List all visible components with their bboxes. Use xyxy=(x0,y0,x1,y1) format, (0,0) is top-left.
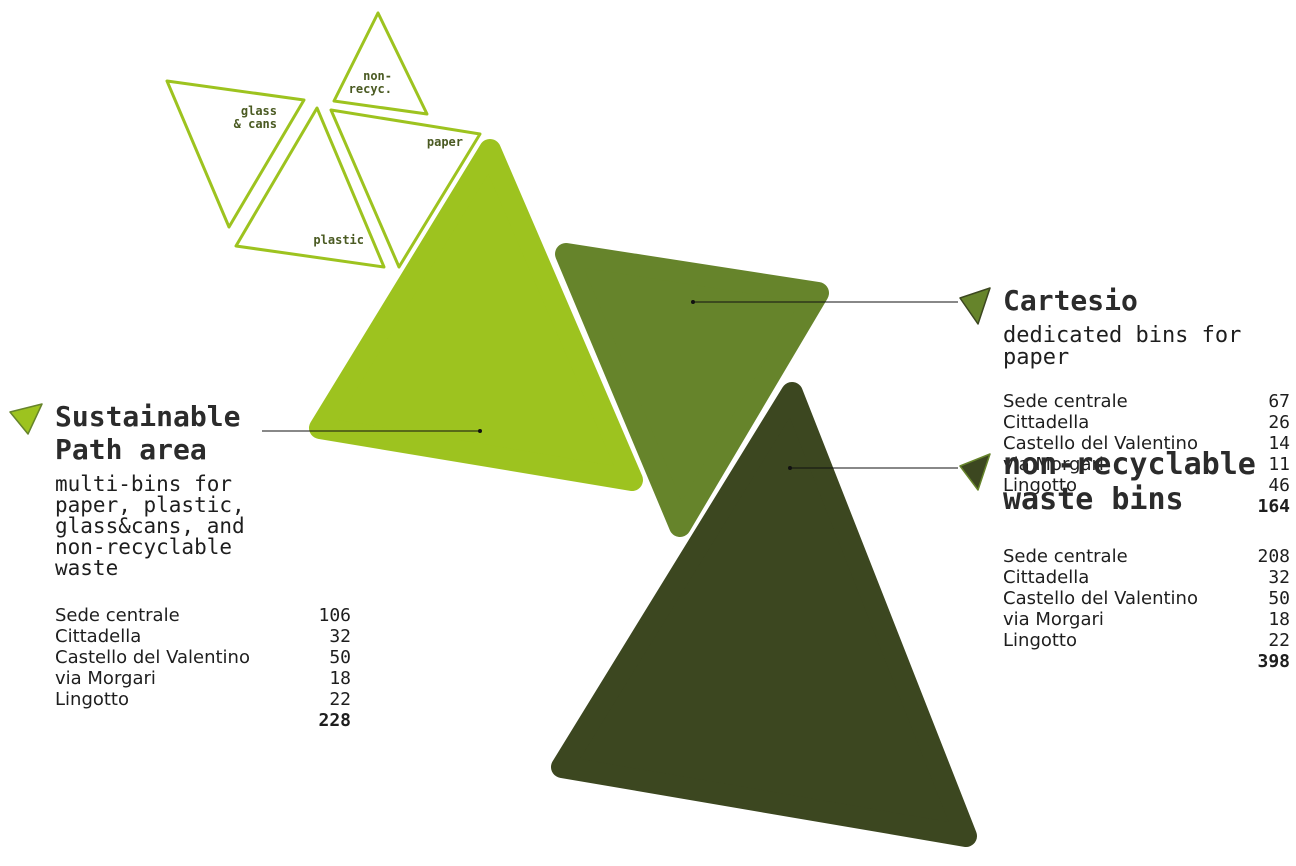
plastic-triangle xyxy=(234,106,386,269)
row: Lingotto 22 xyxy=(1003,630,1290,651)
leader-lines xyxy=(262,301,958,469)
spacer xyxy=(1003,651,1249,672)
site-count: 11 xyxy=(1268,454,1290,476)
site-name: Castello del Valentino xyxy=(1003,587,1198,609)
site-name: Castello del Valentino xyxy=(1003,433,1198,455)
row: via Morgari 11 xyxy=(1003,454,1290,475)
big-triangles xyxy=(309,139,977,847)
icon xyxy=(9,403,43,435)
total: 228 xyxy=(318,710,351,732)
total: 164 xyxy=(1257,496,1290,518)
paper-triangle xyxy=(329,108,482,269)
site-count: 67 xyxy=(1268,391,1290,413)
site-name: via Morgari xyxy=(55,668,156,690)
total-row: 164 xyxy=(1003,496,1290,517)
row: Lingotto 46 xyxy=(1003,475,1290,496)
site-count: 50 xyxy=(1268,587,1290,609)
small-triangles xyxy=(165,11,482,269)
icon xyxy=(959,287,991,325)
site-name: via Morgari xyxy=(1003,454,1104,476)
section-subtitle: multi-bins for paper, plastic, glass&can… xyxy=(55,472,245,581)
table: Sede centrale 106 Cittadella 32 Castello del… xyxy=(55,605,351,731)
dot xyxy=(691,300,695,304)
nonrecyc-triangle xyxy=(332,11,429,116)
site-count: 22 xyxy=(1268,629,1290,651)
site-name: Cittadella xyxy=(55,626,142,648)
row: Lingotto 22 xyxy=(55,689,351,710)
site-name: Castello del Valentino xyxy=(55,647,250,669)
icons xyxy=(9,287,991,491)
row: Cittadella 26 xyxy=(1003,412,1290,433)
section-title: Cartesio xyxy=(1003,284,1138,317)
row: Castello del Valentino 50 xyxy=(1003,588,1290,609)
site-count: 18 xyxy=(1268,608,1290,630)
site-name: Cittadella xyxy=(1003,412,1090,434)
site-count: 46 xyxy=(1268,475,1290,497)
site-count: 208 xyxy=(1257,545,1290,567)
total-row: 398 xyxy=(1003,651,1290,672)
site-name: Lingotto xyxy=(1003,475,1078,497)
site-count: 26 xyxy=(1268,412,1290,434)
row: Castello del Valentino 50 xyxy=(55,647,351,668)
site-count: 106 xyxy=(318,605,351,627)
site-count: 18 xyxy=(329,668,351,690)
section-title: Sustainable Path area xyxy=(55,400,241,467)
spacer xyxy=(55,710,309,731)
section: non-recyclable waste bins Sede centrale 2… xyxy=(1003,447,1293,672)
dot xyxy=(478,429,482,433)
site-count: 14 xyxy=(1268,433,1290,455)
total-row: 228 xyxy=(55,710,351,731)
site-count: 32 xyxy=(1268,566,1290,588)
row: Cittadella 32 xyxy=(55,626,351,647)
dot xyxy=(788,466,792,470)
site-name: Sede centrale xyxy=(1003,391,1128,413)
site-name: Lingotto xyxy=(55,689,130,711)
triangle-medium xyxy=(555,243,829,537)
site-count: 50 xyxy=(329,647,351,669)
section-subtitle: dedicated bins for paper xyxy=(1003,323,1242,371)
total: 398 xyxy=(1257,650,1290,672)
site-name: Sede centrale xyxy=(1003,545,1128,567)
site-count: 22 xyxy=(329,689,351,711)
row: Sede centrale 67 xyxy=(1003,391,1290,412)
section: Cartesio dedicated bins for paper Sede c… xyxy=(1003,284,1290,517)
legend-label: paper xyxy=(427,135,463,149)
row: Castello del Valentino 14 xyxy=(1003,433,1290,454)
site-name: Lingotto xyxy=(1003,629,1078,651)
legend-label: plastic xyxy=(313,233,364,247)
site-count: 32 xyxy=(329,626,351,648)
row: Sede centrale 106 xyxy=(55,605,351,626)
site-name: Cittadella xyxy=(1003,566,1090,588)
row: via Morgari 18 xyxy=(1003,609,1290,630)
triangle-light xyxy=(309,139,643,491)
site-name: Sede centrale xyxy=(55,605,180,627)
table: Sede centrale 67 Cittadella 26 Castello del … xyxy=(1003,391,1290,517)
table: Sede centrale 208 Cittadella 32 Castello del… xyxy=(1003,546,1290,672)
icon xyxy=(959,453,991,491)
site-name: via Morgari xyxy=(1003,608,1104,630)
triangle-dark xyxy=(551,382,977,847)
row: Cittadella 32 xyxy=(1003,567,1290,588)
dots xyxy=(478,300,792,470)
glass-triangle xyxy=(165,79,306,229)
section-title: non-recyclable waste bins xyxy=(1003,447,1256,518)
section: Sustainable Path area multi-bins for pap… xyxy=(55,400,351,731)
row: via Morgari 18 xyxy=(55,668,351,689)
legend-label: non-recyc. xyxy=(349,69,392,96)
legend-label: glass & cans xyxy=(234,104,277,131)
row: Sede centrale 208 xyxy=(1003,546,1290,567)
